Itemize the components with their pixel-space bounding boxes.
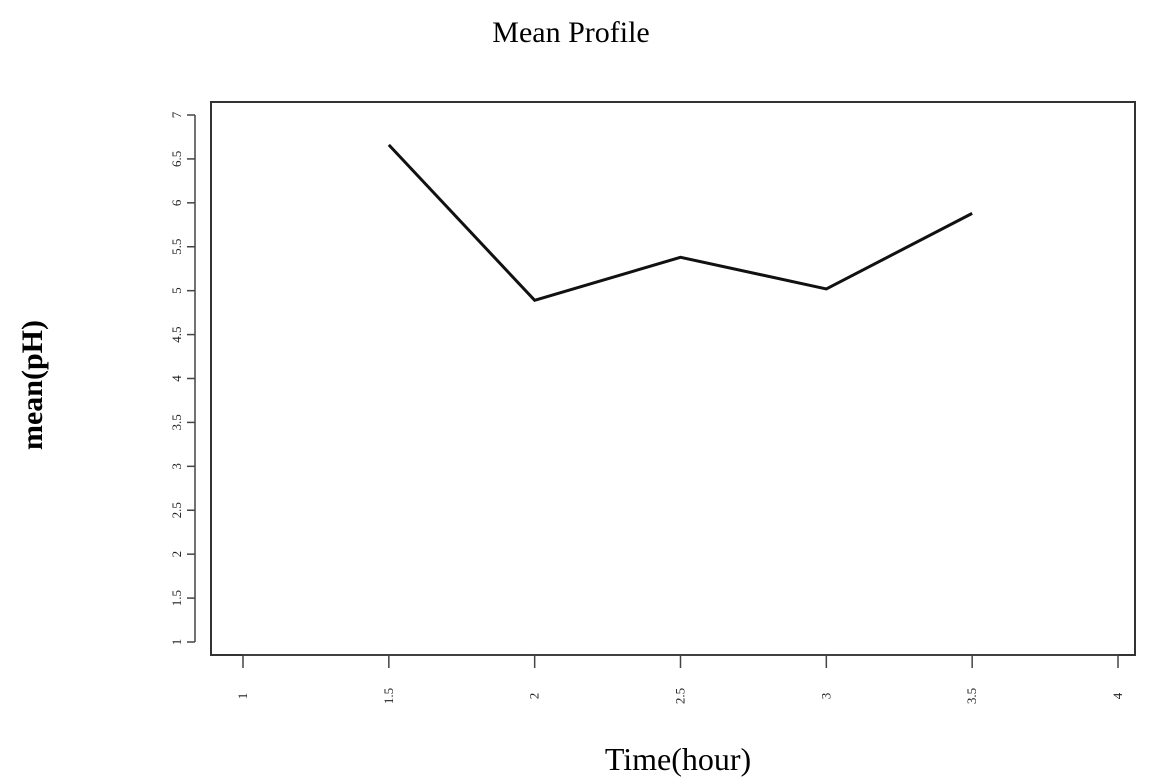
x-tick-label: 3	[818, 693, 833, 700]
x-tick-label: 2	[527, 693, 542, 700]
y-tick-label: 2	[169, 551, 184, 558]
y-tick-label: 1.5	[169, 590, 184, 606]
y-tick-label: 3	[169, 463, 184, 470]
y-tick-label: 4.5	[169, 326, 184, 342]
x-axis-label: Time(hour)	[605, 741, 751, 777]
chart-title: Mean Profile	[492, 16, 649, 49]
y-tick-label: 6.5	[169, 151, 184, 167]
x-tick-label: 1	[235, 693, 250, 700]
x-axis: 1 1.5 2 2.5 3 3.5 4	[235, 654, 1125, 704]
y-axis-label: mean(pH)	[16, 320, 49, 450]
x-tick-label: 2.5	[673, 688, 688, 704]
y-tick-label: 7	[169, 111, 184, 118]
series-line	[387, 143, 973, 303]
plot-frame	[210, 101, 1136, 656]
y-tick-label: 1	[169, 639, 184, 646]
x-tick-label: 1.5	[381, 688, 396, 704]
y-tick-label: 4	[169, 375, 184, 382]
series-layer	[387, 143, 973, 303]
y-tick-label: 5	[169, 287, 184, 294]
x-tick-label: 3.5	[964, 688, 979, 704]
y-tick-label: 6	[169, 199, 184, 206]
x-tick-label: 4	[1110, 692, 1125, 699]
y-tick-label: 3.5	[169, 414, 184, 430]
y-tick-label: 2.5	[169, 502, 184, 518]
y-tick-label: 5.5	[169, 239, 184, 255]
y-axis: 1 1.5 2 2.5 3 3.5 4 4.5 5 5.5 6 6.5 7	[169, 111, 196, 646]
